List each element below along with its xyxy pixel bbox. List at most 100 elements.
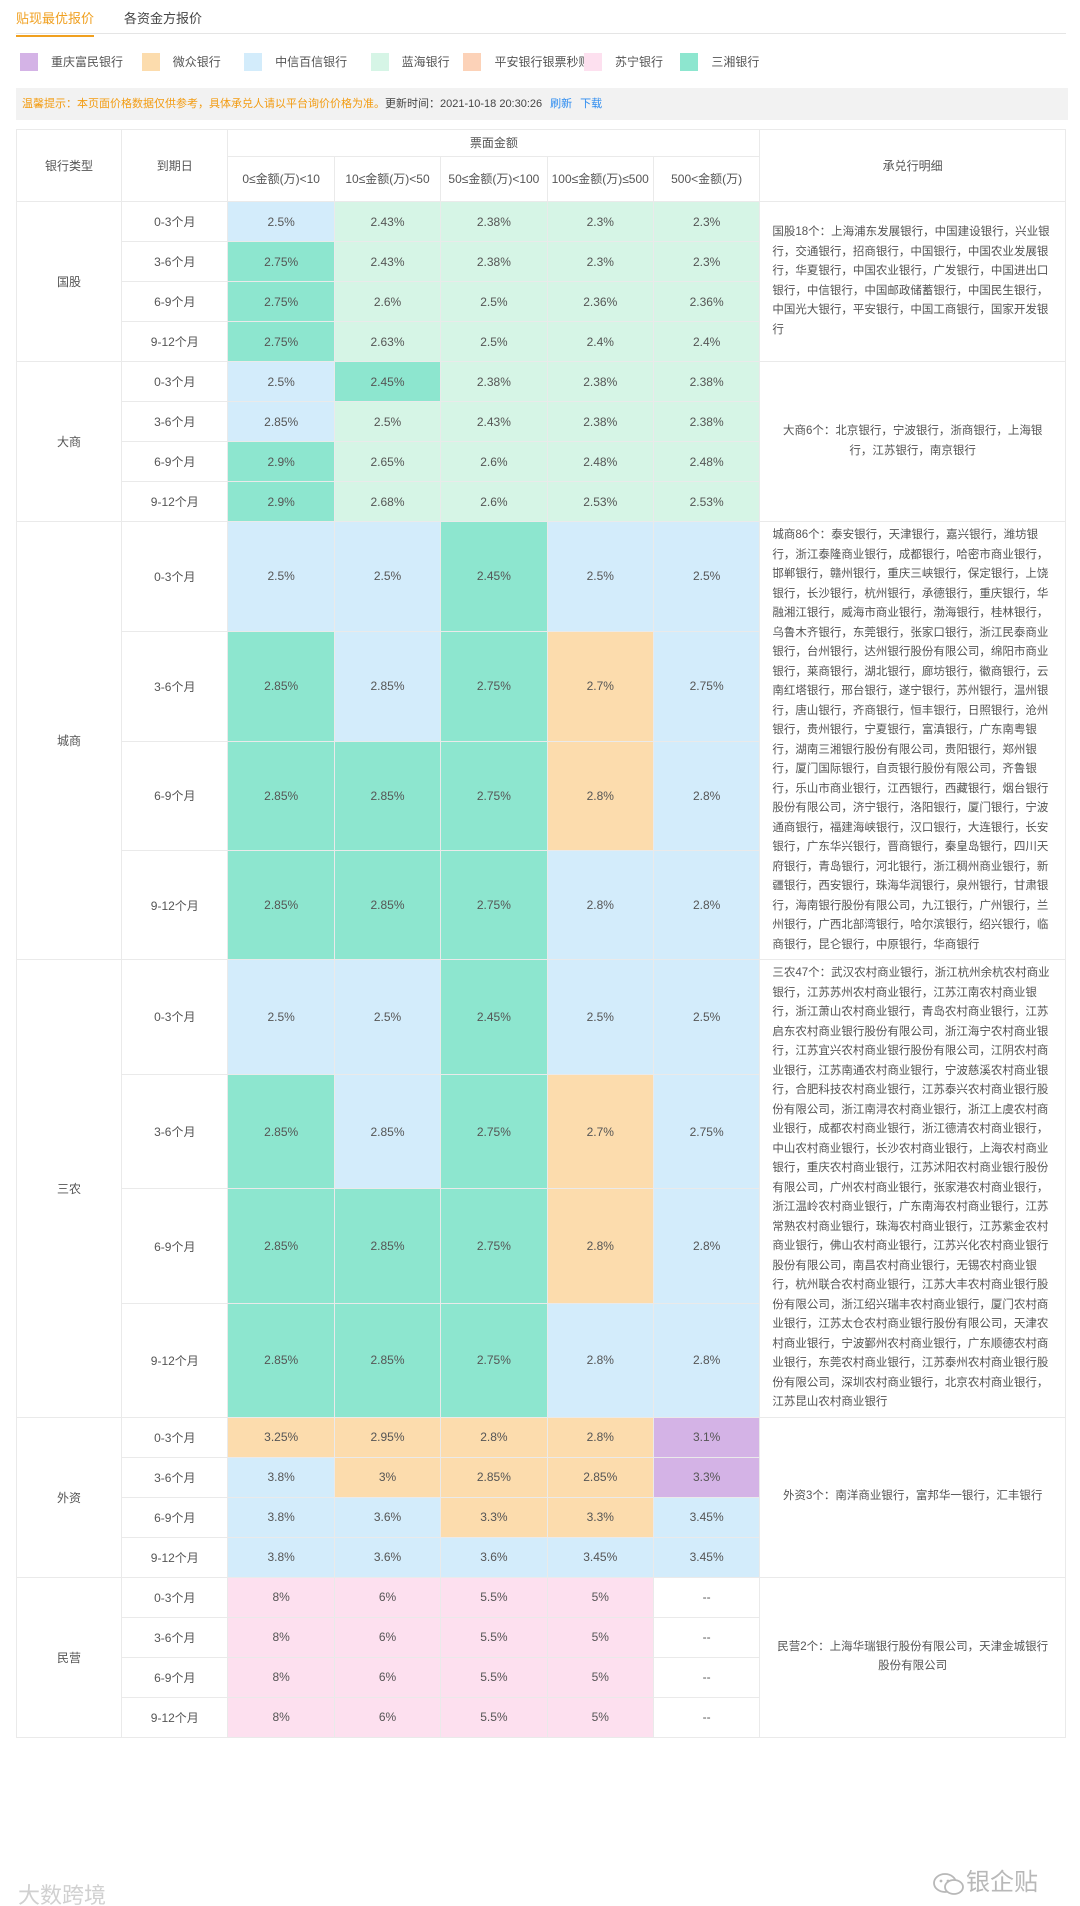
table-row: 大商 0-3个月 2.5% 2.45% 2.38% 2.38% 2.38% 大商6个：北京银行…: [15, 361, 1066, 522]
rate-cell: 2.85%: [333, 1188, 442, 1305]
rate-cell: 2.85%: [227, 1188, 335, 1305]
rate-cell: 2.85%: [546, 1456, 654, 1498]
rate-cell: 2.65%: [333, 441, 442, 482]
rate-cell: 2.43%: [333, 201, 442, 242]
rate-cell: 2.5%: [333, 959, 442, 1075]
acceptor-detail-cell: 国股18个：上海浦东发展银行，中国建设银行，兴业银行，交通银行，招商银行，中国银…: [759, 201, 1066, 362]
header-amount-range: 0≤金额(万)<10: [227, 156, 335, 202]
rate-cell: 2.75%: [440, 740, 548, 852]
rate-cell: 2.4%: [546, 321, 654, 362]
rate-cell: 3.6%: [333, 1536, 442, 1578]
term-cell: 3-6个月: [121, 1456, 229, 1498]
download-link[interactable]: 下载: [580, 98, 603, 110]
legend-label: 中信百信银行: [275, 55, 348, 69]
bank-type-cell: 国股: [15, 201, 123, 362]
rate-cell: 3.3%: [440, 1496, 548, 1538]
term-cell: 0-3个月: [121, 1416, 229, 1458]
rate-cell: 2.4%: [652, 321, 761, 362]
rate-cell: 2.3%: [652, 241, 761, 282]
table-row: 3-6个月 3.8% 3% 2.85% 2.85% 3.3%: [17, 1456, 1066, 1498]
rate-cell: 2.5%: [652, 959, 761, 1075]
rate-cell: 2.68%: [333, 481, 442, 522]
rate-cell: --: [652, 1576, 761, 1618]
header-term: 到期日: [121, 129, 229, 202]
table-row: 6-9个月 2.85% 2.85% 2.75% 2.8% 2.8%: [17, 740, 1066, 852]
rate-cell: 3.8%: [227, 1456, 335, 1498]
term-cell: 0-3个月: [121, 201, 229, 242]
legend-label: 重庆富民银行: [51, 55, 124, 69]
rate-cell: 5.5%: [440, 1656, 548, 1698]
rate-cell: 6%: [333, 1696, 442, 1738]
rate-cell: 8%: [227, 1656, 335, 1698]
rate-cell: 2.8%: [440, 1416, 548, 1458]
term-cell: 9-12个月: [121, 850, 229, 960]
table-row: 国股 0-3个月 2.5% 2.43% 2.38% 2.3% 2.3% 国股18个：上海浦东发…: [15, 201, 1066, 362]
rate-cell: 3.3%: [546, 1496, 654, 1538]
rate-cell: 2.5%: [227, 361, 335, 402]
rate-cell: 2.85%: [227, 630, 335, 742]
table-row: 9-12个月 2.85% 2.85% 2.75% 2.8% 2.8%: [17, 1303, 1066, 1418]
term-cell: 6-9个月: [121, 441, 229, 482]
bank-type-cell: 三农: [15, 959, 123, 1418]
header-acceptor-detail: 承兑行明细: [759, 129, 1066, 202]
term-cell: 3-6个月: [121, 1073, 229, 1190]
tab-funders-quote[interactable]: 各资金方报价: [124, 11, 203, 26]
table-row: 6-9个月 8% 6% 5.5% 5% --: [17, 1656, 1066, 1698]
rate-cell: 5.5%: [440, 1576, 548, 1618]
rate-cell: 2.3%: [546, 201, 654, 242]
rate-cell: 2.7%: [546, 1073, 654, 1190]
rate-cell: 5.5%: [440, 1616, 548, 1658]
rate-cell: 2.85%: [333, 1073, 442, 1190]
table-row: 3-6个月 2.75% 2.43% 2.38% 2.3% 2.3%: [17, 241, 1066, 282]
legend-swatch: [244, 53, 263, 71]
watermark-right: 银企贴: [932, 1862, 1038, 1897]
term-cell: 9-12个月: [121, 321, 229, 362]
legend-swatch: [463, 53, 482, 71]
rate-cell: 5%: [546, 1576, 654, 1618]
term-cell: 3-6个月: [121, 630, 229, 742]
rate-cell: 2.45%: [440, 521, 548, 632]
rate-cell: 2.38%: [440, 361, 548, 402]
rate-cell: 2.8%: [652, 850, 761, 960]
table-row: 9-12个月 2.85% 2.85% 2.75% 2.8% 2.8%: [17, 850, 1066, 960]
rate-cell: 2.8%: [546, 1303, 654, 1418]
rate-cell: 2.8%: [546, 1416, 654, 1458]
legend-swatch: [20, 53, 38, 71]
rate-cell: 3.6%: [333, 1496, 442, 1538]
rate-cell: 2.48%: [546, 441, 654, 482]
rate-cell: 2.48%: [652, 441, 761, 482]
rate-cell: 2.38%: [440, 201, 548, 242]
table-row: 3-6个月 2.85% 2.85% 2.75% 2.7% 2.75%: [17, 630, 1066, 742]
term-cell: 9-12个月: [121, 481, 229, 522]
rate-cell: 5.5%: [440, 1696, 548, 1738]
rate-cell: 2.5%: [227, 959, 335, 1075]
refresh-link[interactable]: 刷新: [550, 98, 573, 110]
rate-cell: 5%: [546, 1696, 654, 1738]
rate-cell: 2.6%: [333, 281, 442, 322]
legend-label: 苏宁银行: [614, 55, 663, 69]
rate-cell: 3.25%: [227, 1416, 335, 1458]
rate-cell: 8%: [227, 1616, 335, 1658]
rate-cell: 2.5%: [333, 521, 442, 632]
rate-cell: 2.75%: [440, 630, 548, 742]
rate-cell: 2.85%: [227, 1303, 335, 1418]
rate-cell: 2.75%: [440, 1303, 548, 1418]
table-row: 9-12个月 8% 6% 5.5% 5% --: [17, 1696, 1066, 1738]
rate-cell: 2.36%: [652, 281, 761, 322]
rate-cell: 2.6%: [440, 481, 548, 522]
rate-cell: 3%: [333, 1456, 442, 1498]
table-row: 6-9个月 2.75% 2.6% 2.5% 2.36% 2.36%: [17, 281, 1066, 322]
legend-swatch: [141, 53, 160, 71]
tab-best-discount-quote[interactable]: 贴现最优报价: [16, 8, 95, 37]
legend-swatch: [583, 53, 602, 71]
rate-cell: 2.75%: [440, 850, 548, 960]
notice-warning: 温馨提示：本页面价格数据仅供参考，具体承兑人请以平台询价价格为准。: [22, 98, 385, 110]
header-amount-range: 500<金额(万): [652, 156, 761, 202]
table-row: 民营 0-3个月 8% 6% 5.5% 5% -- 民营2个：上海华瑞银行股份有限公司，天津金…: [15, 1576, 1066, 1738]
rate-cell: 2.5%: [227, 201, 335, 242]
notice-bar: 温馨提示：本页面价格数据仅供参考，具体承兑人请以平台询价价格为准。更新时间：20…: [16, 88, 1068, 120]
term-cell: 6-9个月: [121, 281, 229, 322]
table-row: 6-9个月 2.85% 2.85% 2.75% 2.8% 2.8%: [17, 1188, 1066, 1305]
table-row: 3-6个月 2.85% 2.85% 2.75% 2.7% 2.75%: [17, 1073, 1066, 1190]
rate-cell: 2.75%: [652, 1073, 761, 1190]
